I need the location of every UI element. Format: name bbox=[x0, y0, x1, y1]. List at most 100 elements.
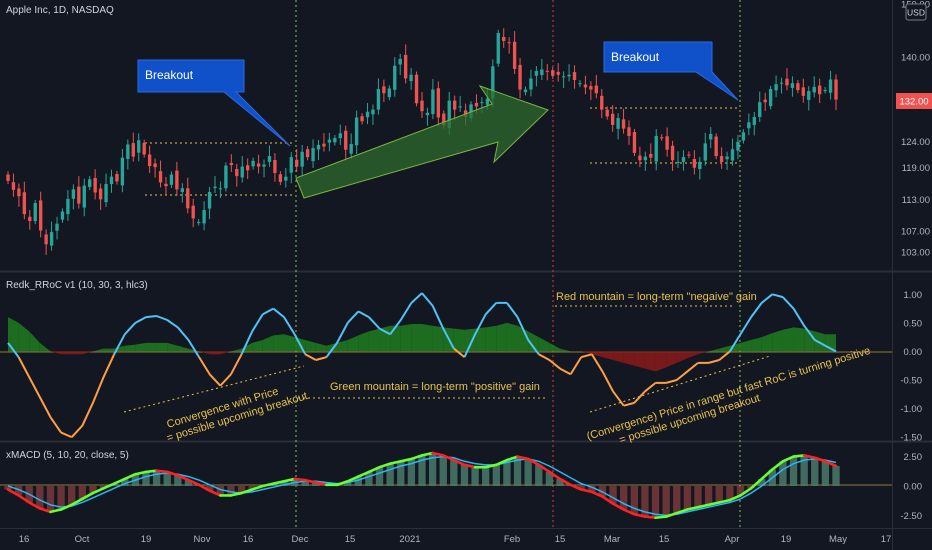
time-tick-label: Nov bbox=[194, 534, 211, 545]
histogram-bar bbox=[535, 464, 543, 486]
candle-body bbox=[540, 69, 544, 76]
breakout-callout-2[interactable]: Breakout bbox=[603, 41, 739, 101]
candle-body bbox=[295, 159, 299, 167]
macd-tick-label: -2.50 bbox=[900, 511, 922, 522]
macd-segment bbox=[399, 457, 413, 463]
candle-body bbox=[796, 83, 800, 91]
candle-body bbox=[485, 98, 490, 105]
macd-tick-label: 2.50 bbox=[904, 452, 923, 463]
fast-roc-line-negative bbox=[17, 347, 731, 439]
mountain-segment bbox=[719, 345, 730, 352]
candle-body bbox=[512, 41, 517, 69]
candle-body bbox=[605, 109, 609, 117]
macd-segment bbox=[123, 472, 137, 481]
macd-segment bbox=[664, 511, 679, 518]
histogram-bar bbox=[174, 475, 182, 486]
histogram-bar bbox=[492, 464, 500, 486]
candle-body bbox=[518, 64, 522, 90]
candle-body bbox=[480, 102, 484, 104]
histogram-bar bbox=[344, 481, 352, 486]
candle-body bbox=[442, 113, 446, 126]
mountain-segment bbox=[61, 351, 72, 355]
slow-roc-mountain bbox=[8, 317, 836, 372]
macd-segment bbox=[484, 463, 498, 469]
macd-segment bbox=[760, 468, 774, 481]
macd-segment bbox=[229, 491, 243, 497]
macd-segment bbox=[357, 470, 371, 478]
histogram-bar bbox=[163, 471, 171, 486]
candle-body bbox=[436, 88, 441, 118]
rroc-axis-ticks: 1.00 0.50 0.00 -0.50 -1.00 -1.50 bbox=[900, 290, 922, 444]
histogram-bar bbox=[641, 486, 649, 517]
breakout-callout-1[interactable]: Breakout bbox=[137, 59, 291, 147]
candle-body bbox=[551, 70, 555, 76]
histogram-bar bbox=[397, 461, 405, 486]
candle-body bbox=[763, 99, 767, 103]
mountain-segment bbox=[50, 351, 62, 355]
macd-segment bbox=[155, 469, 169, 474]
candle-body bbox=[752, 116, 756, 125]
macd-segment bbox=[579, 488, 594, 494]
macd-segment bbox=[590, 490, 604, 498]
mountain-segment bbox=[814, 331, 826, 352]
macd-segment bbox=[495, 458, 509, 467]
macd-segment bbox=[431, 451, 445, 457]
time-tick-label: 15 bbox=[659, 534, 670, 545]
candle-body bbox=[785, 78, 789, 86]
candle-body bbox=[17, 188, 21, 197]
candle-body bbox=[534, 71, 539, 76]
time-tick-label: 19 bbox=[781, 534, 792, 545]
mountain-segment bbox=[337, 340, 348, 352]
candle-body bbox=[131, 143, 135, 157]
histogram-bar bbox=[726, 486, 734, 501]
currency-button[interactable] bbox=[905, 3, 927, 21]
histogram-bar bbox=[46, 486, 55, 512]
histogram-bar bbox=[758, 478, 766, 486]
convergence-arrow-1 bbox=[123, 365, 305, 413]
mountain-segment bbox=[751, 337, 762, 352]
mountain-segment bbox=[284, 334, 295, 352]
candle-body bbox=[66, 198, 70, 215]
candle-body bbox=[774, 84, 778, 91]
price-pane[interactable]: 150.00140.00132.00124.00119.00113.00107.… bbox=[6, 0, 932, 259]
candle-body bbox=[709, 133, 713, 140]
mountain-segment bbox=[634, 351, 645, 369]
candle-body bbox=[431, 89, 435, 115]
xmacd-pane[interactable]: 2.50 0.00 -2.50 xMACD (5, 10, 20, close, 5… bbox=[0, 450, 922, 522]
candle-body bbox=[801, 87, 805, 96]
histogram-bar bbox=[736, 486, 745, 496]
candle-body bbox=[583, 84, 588, 88]
mountain-segment bbox=[135, 342, 146, 352]
histogram-bar bbox=[779, 461, 787, 486]
macd-segment bbox=[516, 455, 530, 461]
macd-segment bbox=[6, 488, 20, 497]
time-axis[interactable]: 16 Oct 19 Nov 16 Dec 15 2021 Feb 15 Mar 15 Apr 19 May 1… bbox=[19, 534, 892, 545]
macd-line bbox=[6, 451, 838, 520]
histogram-bar bbox=[673, 486, 681, 514]
rroc-tick-label: -0.50 bbox=[900, 376, 922, 387]
mountain-segment bbox=[39, 342, 51, 352]
candle-body bbox=[453, 100, 457, 110]
histogram-bar bbox=[14, 486, 23, 496]
mountain-segment bbox=[602, 351, 614, 360]
candle-body bbox=[77, 186, 81, 204]
histogram-bar bbox=[460, 464, 469, 486]
histogram-bar bbox=[630, 486, 638, 515]
candle-body bbox=[616, 118, 620, 129]
candle-body bbox=[747, 122, 751, 129]
price-tick-label: 140.00 bbox=[901, 52, 930, 63]
macd-segment bbox=[611, 502, 625, 511]
macd-segment bbox=[38, 507, 52, 514]
histogram-bar bbox=[184, 480, 193, 486]
candle-body bbox=[621, 119, 626, 129]
breakout-label-2: Breakout bbox=[611, 50, 660, 64]
macd-segment bbox=[675, 508, 689, 515]
mountain-segment bbox=[560, 348, 571, 352]
mountain-segment bbox=[655, 351, 667, 372]
histogram-bar bbox=[651, 486, 660, 518]
candle-body bbox=[828, 79, 833, 93]
histogram-bar bbox=[237, 486, 246, 494]
macd-segment bbox=[197, 483, 211, 493]
candle-body bbox=[316, 144, 321, 150]
